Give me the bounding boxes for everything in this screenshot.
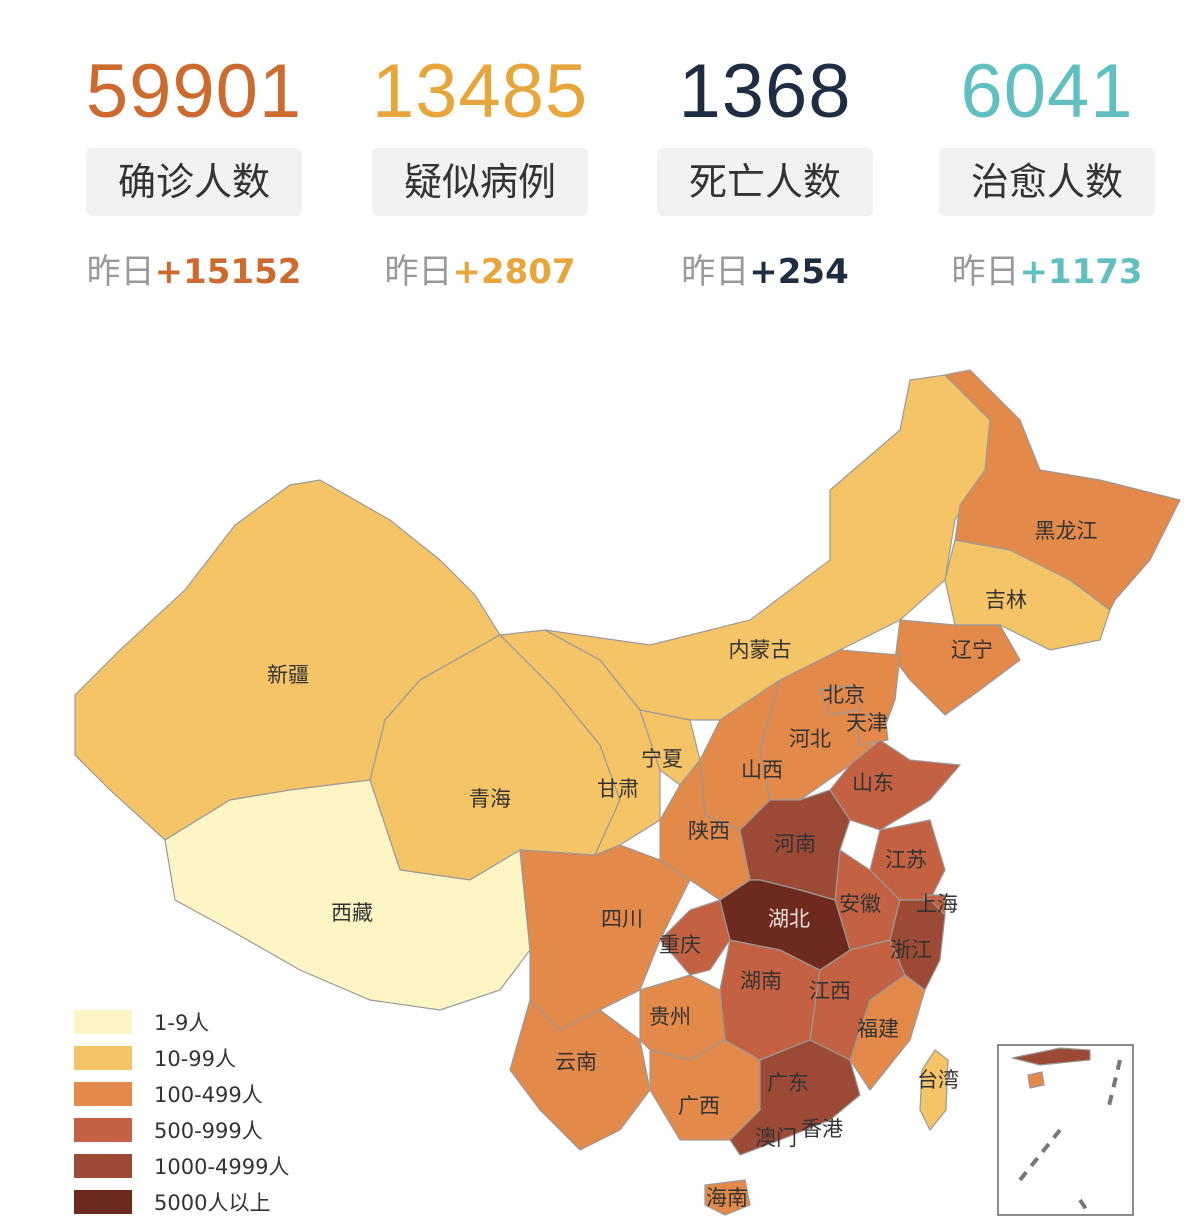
province-guangdong[interactable] — [729, 1039, 861, 1156]
province-hubei[interactable] — [719, 879, 851, 971]
legend-label: 500-999人 — [154, 1119, 263, 1143]
legend-item: 10-99人 — [74, 1040, 289, 1076]
label-jiangxi: 江西 — [809, 979, 851, 1003]
label-guizhou: 贵州 — [649, 1005, 691, 1029]
legend-swatch — [74, 1010, 132, 1034]
label-anhui: 安徽 — [839, 892, 881, 916]
legend-item: 500-999人 — [74, 1112, 289, 1148]
suspected-label: 疑似病例 — [372, 148, 588, 216]
delta-value: +2807 — [452, 252, 576, 292]
label-tianjin: 天津 — [846, 711, 888, 735]
delta-prefix: 昨日 — [951, 252, 1020, 292]
legend-label: 1000-4999人 — [154, 1155, 290, 1179]
label-jilin: 吉林 — [985, 588, 1027, 612]
inset-frame — [997, 1044, 1134, 1216]
label-hainan: 海南 — [706, 1186, 748, 1210]
legend-label: 100-499人 — [154, 1083, 263, 1107]
legend-item: 5000人以上 — [74, 1184, 289, 1220]
label-qinghai: 青海 — [469, 787, 511, 811]
label-xinjiang: 新疆 — [267, 663, 309, 687]
province-sichuan[interactable] — [519, 844, 691, 1031]
legend-label: 10-99人 — [154, 1047, 237, 1071]
delta-value: +1173 — [1019, 252, 1143, 292]
stat-suspected: 13485 疑似病例 昨日+2807 — [360, 50, 600, 293]
stat-recovered: 6041 治愈人数 昨日+1173 — [927, 50, 1167, 293]
confirmed-count: 59901 — [85, 49, 303, 134]
recovered-label: 治愈人数 — [939, 148, 1155, 216]
recovered-count: 6041 — [960, 49, 1134, 134]
stat-confirmed: 59901 确诊人数 昨日+15152 — [74, 50, 314, 293]
label-shandong: 山东 — [852, 771, 894, 795]
province-liaoning[interactable] — [894, 619, 1021, 716]
label-beijing: 北京 — [823, 683, 865, 707]
province-beijing[interactable] — [819, 684, 861, 716]
label-hebei: 河北 — [789, 727, 831, 751]
deaths-delta: 昨日+254 — [645, 244, 885, 293]
label-hubei: 湖北 — [768, 907, 810, 931]
stat-deaths: 1368 死亡人数 昨日+254 — [645, 50, 885, 293]
label-shaanxi: 陕西 — [688, 819, 730, 843]
label-yunnan: 云南 — [555, 1050, 597, 1074]
delta-value: +15152 — [154, 252, 302, 292]
label-xizang: 西藏 — [331, 901, 373, 925]
legend-label: 1-9人 — [154, 1011, 210, 1035]
confirmed-label: 确诊人数 — [86, 148, 302, 216]
province-guangxi[interactable] — [649, 1039, 761, 1141]
delta-prefix: 昨日 — [384, 252, 453, 292]
label-henan: 河南 — [774, 832, 816, 856]
confirmed-delta: 昨日+15152 — [74, 244, 314, 293]
deaths-label: 死亡人数 — [657, 148, 873, 216]
china-map: 黑龙江 吉林 辽宁 内蒙古 北京 天津 河北 山西 山东 新疆 青海 甘肃 宁夏… — [74, 369, 1181, 1217]
label-neimenggu: 内蒙古 — [729, 638, 792, 662]
label-fujian: 福建 — [857, 1017, 899, 1041]
legend-swatch — [74, 1118, 132, 1142]
legend-item: 1-9人 — [74, 1004, 289, 1040]
label-taiwan: 台湾 — [917, 1068, 959, 1092]
label-hunan: 湖南 — [740, 969, 782, 993]
suspected-count: 13485 — [371, 49, 589, 134]
label-ningxia: 宁夏 — [641, 747, 683, 771]
stats-panel: 59901 确诊人数 昨日+15152 13485 疑似病例 昨日+2807 1… — [0, 0, 1191, 300]
delta-prefix: 昨日 — [681, 252, 750, 292]
recovered-delta: 昨日+1173 — [927, 244, 1167, 293]
delta-value: +254 — [749, 252, 849, 292]
province-hainan[interactable] — [704, 1179, 751, 1216]
legend-swatch — [74, 1046, 132, 1070]
legend-swatch — [74, 1082, 132, 1106]
province-taiwan[interactable] — [919, 1049, 949, 1132]
label-aomen: 澳门 — [755, 1126, 797, 1150]
province-heilongjiang[interactable] — [943, 369, 1181, 611]
legend-swatch — [74, 1154, 132, 1178]
label-guangdong: 广东 — [767, 1071, 809, 1095]
inset-mainland — [1011, 1047, 1091, 1066]
deaths-count: 1368 — [678, 49, 852, 134]
label-zhejiang: 浙江 — [890, 938, 932, 962]
legend-item: 100-499人 — [74, 1076, 289, 1112]
province-tianjin[interactable] — [854, 714, 889, 746]
label-shanxi: 山西 — [741, 758, 783, 782]
inset-hainan — [1027, 1071, 1045, 1089]
suspected-delta: 昨日+2807 — [360, 244, 600, 293]
province-yunnan[interactable] — [509, 998, 651, 1151]
nine-dash-line — [1018, 1059, 1122, 1217]
delta-prefix: 昨日 — [86, 252, 155, 292]
label-gansu: 甘肃 — [597, 777, 639, 801]
label-jiangsu: 江苏 — [885, 848, 927, 872]
legend-label: 5000人以上 — [154, 1191, 271, 1215]
legend-swatch — [74, 1190, 132, 1214]
label-guangxi: 广西 — [678, 1094, 720, 1118]
label-xianggang: 香港 — [801, 1117, 843, 1141]
label-heilongjiang: 黑龙江 — [1035, 519, 1098, 543]
legend-item: 1000-4999人 — [74, 1148, 289, 1184]
label-chongqing: 重庆 — [659, 933, 701, 957]
label-shanghai: 上海 — [916, 892, 958, 916]
label-sichuan: 四川 — [601, 907, 643, 931]
map-legend: 1-9人 10-99人 100-499人 500-999人 1000-4999人… — [74, 1004, 289, 1220]
label-liaoning: 辽宁 — [951, 638, 993, 662]
province-zhejiang[interactable] — [889, 899, 946, 991]
